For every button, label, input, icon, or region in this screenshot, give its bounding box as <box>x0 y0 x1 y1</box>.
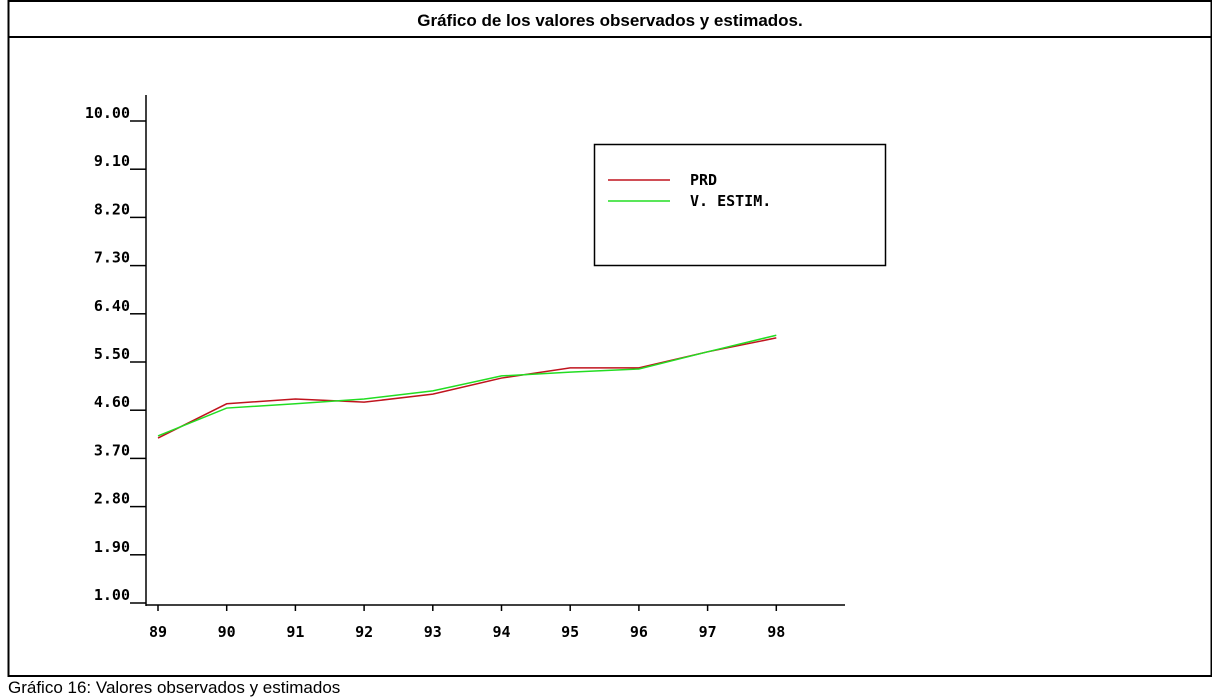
y-tick-label: 8.20 <box>94 200 130 218</box>
x-tick-label: 91 <box>286 623 304 641</box>
chart-title: Gráfico de los valores observados y esti… <box>417 11 803 30</box>
y-tick-label: 1.90 <box>94 538 130 556</box>
x-tick-label: 96 <box>630 623 648 641</box>
x-tick-label: 95 <box>561 623 579 641</box>
x-tick-label: 98 <box>767 623 785 641</box>
y-tick-label: 6.40 <box>94 297 130 315</box>
x-tick-label: 93 <box>424 623 442 641</box>
y-tick-label: 10.00 <box>85 104 130 122</box>
y-tick-label: 9.10 <box>94 152 130 170</box>
y-tick-label: 1.00 <box>94 586 130 604</box>
legend-box <box>593 143 887 267</box>
frame <box>7 0 1212 677</box>
x-tick-label: 92 <box>355 623 373 641</box>
y-tick-label: 7.30 <box>94 249 130 267</box>
data-line <box>157 337 777 439</box>
y-tick-label: 4.60 <box>94 393 130 411</box>
y-tick-label: 3.70 <box>94 441 130 459</box>
y-tick-label: 5.50 <box>94 345 130 363</box>
legend-label: V. ESTIM. <box>690 192 771 210</box>
x-tick-label: 89 <box>149 623 167 641</box>
y-tick-label: 2.80 <box>94 490 130 508</box>
data-line <box>157 334 777 437</box>
x-tick-label: 94 <box>492 623 510 641</box>
x-tick-label: 90 <box>218 623 236 641</box>
legend-label: PRD <box>690 171 717 189</box>
caption: Gráfico 16: Valores observados y estimad… <box>8 678 340 697</box>
x-tick-label: 97 <box>699 623 717 641</box>
